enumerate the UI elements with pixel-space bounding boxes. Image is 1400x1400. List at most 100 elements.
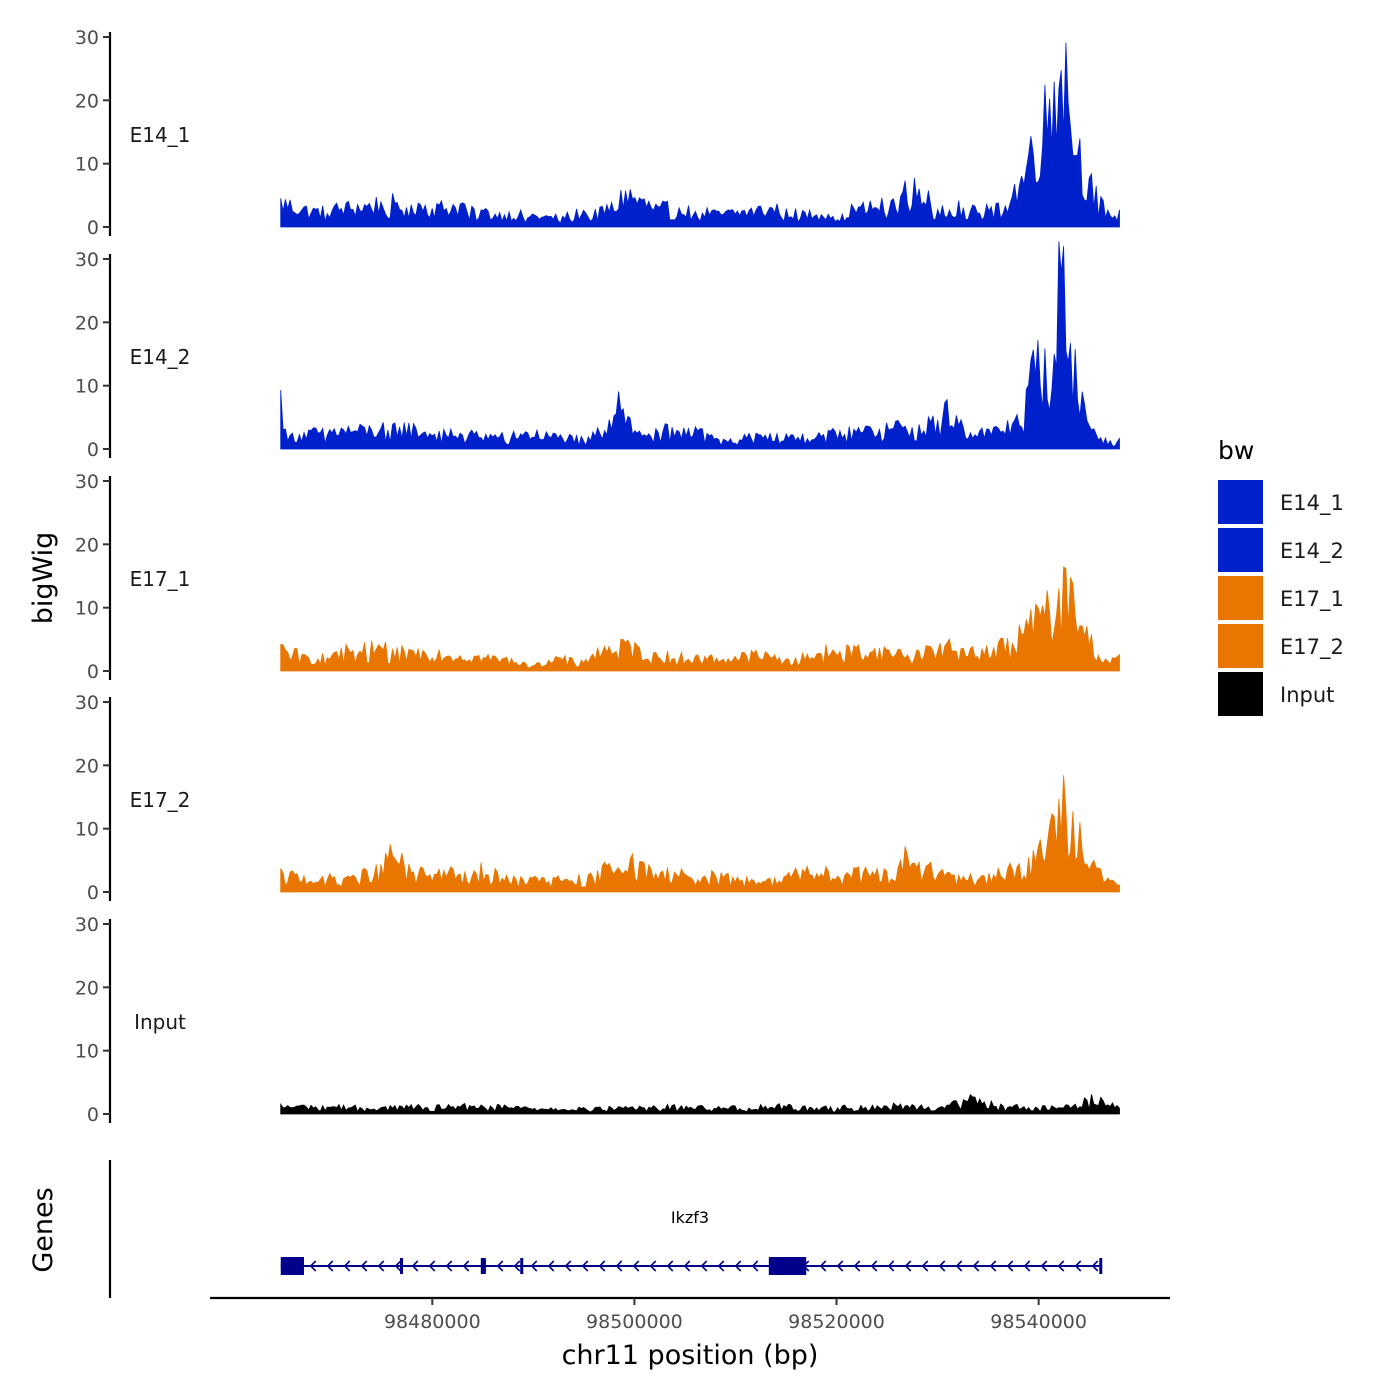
strand-arrow xyxy=(989,1260,997,1272)
track-E14_1: 0 10 20 30 E14_1 xyxy=(75,27,1120,239)
x-tick-label: 98500000 xyxy=(586,1311,683,1333)
coverage-area-E17_2 xyxy=(280,775,1120,893)
tracks-layer: 0 10 20 30 E14_1 0 10 20 30 E14_2 0 10 20 30 E17_1 0 10 2… xyxy=(75,27,1120,1126)
y-tick-label: 20 xyxy=(75,534,99,556)
strand-arrow xyxy=(836,1260,844,1272)
strand-arrow xyxy=(598,1260,606,1272)
track-E14_2: 0 10 20 30 E14_2 xyxy=(75,241,1120,461)
genes-axis-title: Genes xyxy=(28,1187,59,1272)
legend-label: E17_2 xyxy=(1280,635,1344,660)
x-axis-title: chr11 position (bp) xyxy=(562,1340,819,1371)
y-tick-label: 10 xyxy=(75,1041,99,1063)
track-label: E14_2 xyxy=(130,345,191,369)
strand-arrow xyxy=(1091,1260,1099,1272)
y-tick-label: 20 xyxy=(75,755,99,777)
legend-label: E17_1 xyxy=(1280,587,1344,612)
legend-key-E17_2 xyxy=(1218,624,1263,668)
coverage-area-E14_2 xyxy=(280,241,1120,450)
strand-arrow xyxy=(360,1260,368,1272)
y-tick-label: 30 xyxy=(75,692,99,714)
legend-key-E14_1 xyxy=(1218,480,1263,524)
y-tick-label: 30 xyxy=(75,249,99,271)
gene-exon xyxy=(768,1257,807,1275)
strand-arrow xyxy=(938,1260,946,1272)
gene-track: Ikzf3 xyxy=(108,1160,1103,1298)
strand-arrow xyxy=(309,1260,317,1272)
legend-title: bw xyxy=(1218,436,1254,465)
legend-label: Input xyxy=(1280,683,1334,707)
gene-exon xyxy=(480,1258,486,1274)
y-tick-label: 10 xyxy=(75,154,99,176)
strand-arrow xyxy=(700,1260,708,1272)
strand-arrow xyxy=(649,1260,657,1272)
y-tick-label: 0 xyxy=(87,217,99,239)
legend-key-E14_2 xyxy=(1218,528,1263,572)
y-tick-label: 20 xyxy=(75,977,99,999)
strand-arrow xyxy=(428,1260,436,1272)
strand-arrow xyxy=(496,1260,504,1272)
strand-arrow xyxy=(462,1260,470,1272)
coverage-area-E14_1 xyxy=(280,42,1120,228)
strand-arrow xyxy=(547,1260,555,1272)
y-tick-label: 30 xyxy=(75,27,99,49)
strand-arrow xyxy=(734,1260,742,1272)
strand-arrow xyxy=(1057,1260,1065,1272)
x-tick-label: 98520000 xyxy=(788,1311,885,1333)
gene-exon xyxy=(520,1258,524,1274)
x-tick-label: 98480000 xyxy=(384,1311,481,1333)
legend-key-E17_1 xyxy=(1218,576,1263,620)
strand-arrow xyxy=(870,1260,878,1272)
strand-arrow xyxy=(921,1260,929,1272)
strand-arrow xyxy=(530,1260,538,1272)
strand-arrow xyxy=(564,1260,572,1272)
legend: bw E14_1 E14_2 E17_1 E17_2 Input xyxy=(1218,436,1344,716)
strand-arrow xyxy=(632,1260,640,1272)
x-tick-label: 98540000 xyxy=(990,1311,1087,1333)
strand-arrow xyxy=(411,1260,419,1272)
strand-arrow xyxy=(581,1260,589,1272)
y-axis-title: bigWig xyxy=(28,532,59,625)
y-tick-label: 30 xyxy=(75,914,99,936)
strand-arrow xyxy=(1006,1260,1014,1272)
track-Input: 0 10 20 30 Input xyxy=(75,914,1120,1126)
strand-arrow xyxy=(445,1260,453,1272)
gene-name-label: Ikzf3 xyxy=(671,1208,709,1227)
legend-label: E14_2 xyxy=(1280,539,1344,564)
strand-arrow xyxy=(751,1260,759,1272)
strand-arrow xyxy=(955,1260,963,1272)
y-tick-label: 0 xyxy=(87,882,99,904)
x-axis: 98480000 98500000 98520000 98540000 xyxy=(210,1296,1170,1333)
gene-exon xyxy=(399,1258,404,1274)
track-label: E17_1 xyxy=(130,567,191,591)
strand-arrow xyxy=(1074,1260,1082,1272)
strand-arrow xyxy=(972,1260,980,1272)
legend-key-Input xyxy=(1218,672,1263,716)
strand-arrow xyxy=(377,1260,385,1272)
strand-arrow xyxy=(1023,1260,1031,1272)
track-label: E17_2 xyxy=(130,788,191,812)
y-tick-label: 10 xyxy=(75,376,99,398)
strand-arrow xyxy=(666,1260,674,1272)
y-tick-label: 30 xyxy=(75,471,99,493)
strand-arrow xyxy=(1040,1260,1048,1272)
legend-label: E14_1 xyxy=(1280,491,1344,516)
strand-arrow xyxy=(904,1260,912,1272)
strand-arrow xyxy=(343,1260,351,1272)
strand-arrow xyxy=(683,1260,691,1272)
coverage-area-E17_1 xyxy=(280,566,1120,672)
y-tick-label: 0 xyxy=(87,1104,99,1126)
track-E17_1: 0 10 20 30 E17_1 xyxy=(75,471,1120,683)
y-tick-label: 10 xyxy=(75,598,99,620)
track-label: Input xyxy=(134,1010,186,1034)
y-tick-label: 20 xyxy=(75,90,99,112)
gene-exon xyxy=(1099,1258,1103,1274)
y-tick-label: 20 xyxy=(75,312,99,334)
strand-arrow xyxy=(819,1260,827,1272)
strand-arrow xyxy=(853,1260,861,1272)
coverage-area-Input xyxy=(280,1093,1120,1115)
track-label: E14_1 xyxy=(130,123,191,147)
strand-arrow xyxy=(887,1260,895,1272)
strand-arrow xyxy=(394,1260,402,1272)
strand-arrow xyxy=(513,1260,521,1272)
